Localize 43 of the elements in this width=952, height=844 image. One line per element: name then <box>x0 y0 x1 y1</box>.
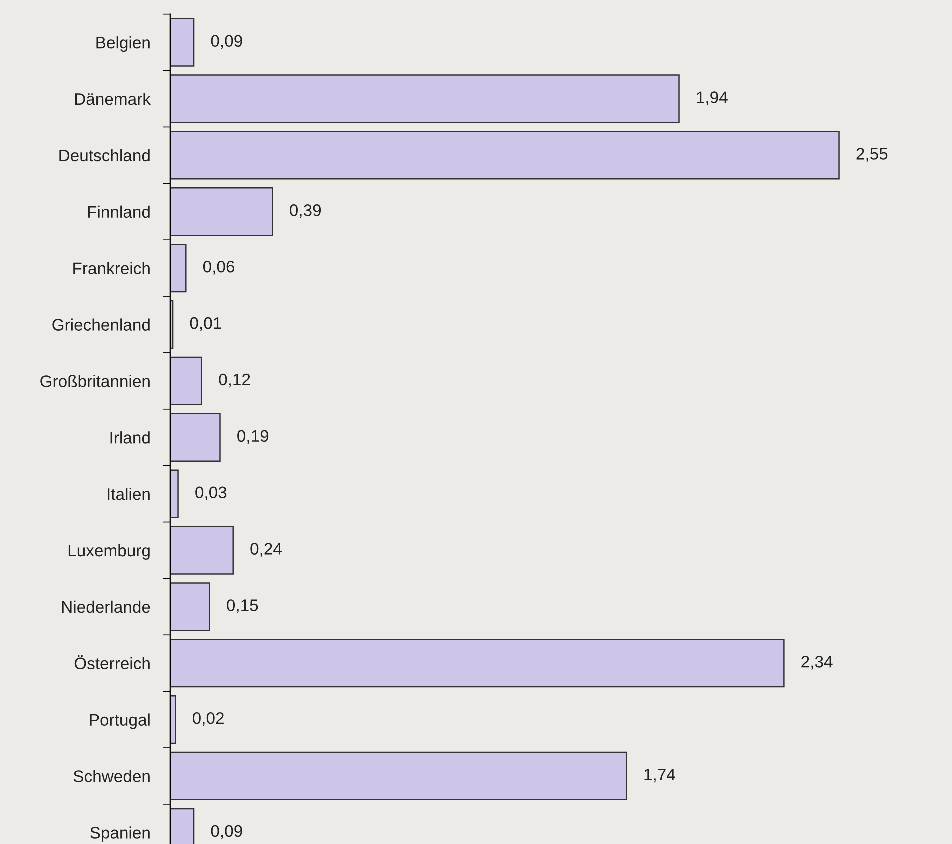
data-label: 0,01 <box>190 317 222 332</box>
y-tick-label: Deutschland <box>60 149 150 162</box>
data-label: 0,15 <box>227 600 258 614</box>
y-tick-label: Belgien <box>96 36 150 52</box>
y-tick-label: Finnland <box>88 206 150 218</box>
bar <box>170 188 274 236</box>
bar <box>170 413 221 462</box>
bar <box>170 582 210 632</box>
data-label: 1,94 <box>697 92 728 106</box>
bar <box>170 695 176 744</box>
y-tick-label: Schweden <box>74 770 150 782</box>
data-label: 0,09 <box>211 825 242 840</box>
y-tick-label: Griechenland <box>52 318 150 331</box>
y-tick-label: Luxemburg <box>68 544 150 560</box>
y-tick-label: Spanien <box>90 826 150 842</box>
data-label: 2,55 <box>856 148 888 162</box>
data-label: 1,74 <box>644 769 676 783</box>
bar <box>170 470 179 518</box>
data-label: 0,09 <box>211 35 242 50</box>
y-tick-label: Frankreich <box>74 262 150 275</box>
bar <box>170 752 628 801</box>
y-tick-label: Irland <box>110 432 150 444</box>
bar <box>170 74 680 124</box>
data-label: 0,19 <box>238 430 269 444</box>
data-label: 0,03 <box>196 486 227 500</box>
bar <box>170 18 195 67</box>
data-label: 0,39 <box>290 204 322 218</box>
y-tick-label: Großbritannien <box>40 375 150 388</box>
y-tick-label: Österreich <box>74 655 150 670</box>
bar <box>170 244 187 293</box>
bar <box>170 356 203 406</box>
bar <box>170 131 840 180</box>
y-tick-label: Dänemark <box>75 92 151 106</box>
data-label: 2,34 <box>802 656 833 670</box>
bar <box>170 639 785 688</box>
bar <box>170 526 234 575</box>
y-tick-label: Niederlande <box>62 600 150 614</box>
y-tick-label: Portugal <box>90 714 150 730</box>
data-label: 0,12 <box>219 374 250 388</box>
data-label: 0,24 <box>250 543 282 557</box>
y-tick-label: Italien <box>108 488 150 500</box>
data-label: 0,06 <box>203 260 235 275</box>
data-label: 0,02 <box>192 712 224 726</box>
